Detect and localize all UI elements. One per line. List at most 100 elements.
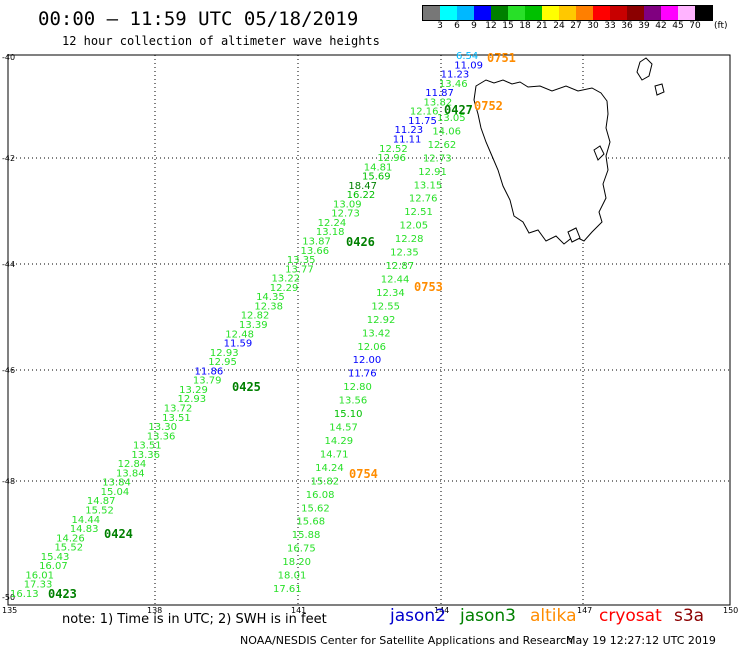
legend-swatch [661, 6, 678, 20]
wave-height-label: 12.84 [118, 459, 147, 470]
wave-height-label: 12.87 [385, 261, 414, 272]
wave-height-label: 14.26 [56, 533, 85, 544]
wave-height-label: 11.23 [441, 70, 470, 81]
island-outline [593, 145, 605, 161]
color-scale-ticks: 3 6 9 12 15 18 21 24 27 30 33 36 39 42 45 70 [422, 21, 722, 33]
legend-altika: altika [530, 606, 577, 626]
wave-height-label: 14.81 [364, 162, 393, 173]
wave-height-label: 15.10 [334, 409, 363, 420]
wave-height-label: 6.54 [456, 51, 478, 62]
pass-time-label: 0427 [444, 103, 473, 117]
legend-swatch [559, 6, 576, 20]
wave-height-label: 11.59 [224, 339, 253, 350]
wave-height-label: 12.76 [409, 194, 438, 205]
lon-label: 138 [147, 606, 162, 615]
wave-height-label: 12.62 [428, 140, 457, 151]
wave-height-label: 15.43 [41, 552, 70, 563]
wave-height-label: 14.57 [329, 423, 358, 434]
legend-swatch [474, 6, 491, 20]
lon-label: 144 [434, 606, 449, 615]
lon-label: 150 [723, 606, 738, 615]
legend-swatch [678, 6, 695, 20]
wave-height-label: 12.73 [423, 153, 452, 164]
legend-swatch [508, 6, 525, 20]
wave-height-label: 11.09 [454, 60, 483, 71]
wave-height-label: 12.95 [208, 357, 237, 368]
lat-label: -46 [2, 366, 15, 375]
wave-height-label: 13.36 [147, 431, 176, 442]
wave-height-label: 12.96 [377, 153, 406, 164]
wave-height-label: 14.35 [256, 292, 285, 303]
wave-height-label: 12.48 [225, 329, 254, 340]
wave-height-label: 14.06 [432, 126, 461, 137]
legend-tick-label: 12 [485, 21, 497, 31]
wave-height-label: 14.44 [72, 515, 101, 526]
wave-height-label: 14.87 [87, 496, 116, 507]
wave-height-label: 12.00 [353, 355, 382, 366]
wave-height-label: 11.23 [394, 125, 423, 136]
pass-time-label: 0754 [349, 467, 378, 481]
wave-height-label: 13.05 [437, 113, 466, 124]
wave-height-label: 13.18 [316, 227, 345, 238]
wave-height-label: 12.38 [254, 301, 283, 312]
wave-height-label: 13.29 [179, 385, 208, 396]
lon-label: 147 [577, 606, 592, 615]
wave-height-label: 13.84 [102, 478, 131, 489]
legend-tick-label: 70 [689, 21, 701, 31]
pass-time-label: 0425 [232, 380, 261, 394]
wave-height-label: 17.33 [24, 580, 53, 591]
wave-height-label: 18.20 [282, 557, 311, 568]
legend-tick-label: 36 [621, 21, 633, 31]
legend-tick-label: 6 [454, 21, 460, 31]
legend-tick-label: 18 [519, 21, 531, 31]
wave-height-label: 15.82 [310, 476, 339, 487]
wave-height-label: 13.72 [164, 403, 193, 414]
tasmania-coastline [473, 79, 611, 245]
map-frame [7, 54, 731, 606]
wave-height-label: 13.79 [193, 376, 222, 387]
pass-time-label: 0426 [346, 235, 375, 249]
wave-height-label: 15.62 [301, 503, 330, 514]
wave-height-label: 12.93 [210, 348, 239, 359]
legend-swatch [440, 6, 457, 20]
wave-height-label: 12.51 [404, 207, 433, 218]
wave-height-label: 13.87 [302, 237, 331, 248]
wave-height-label: 11.75 [408, 116, 437, 127]
wave-height-label: 13.09 [333, 199, 362, 210]
notes-text: note: 1) Time is in UTC; 2) SWH is in fe… [62, 612, 327, 627]
wave-height-label: 17.61 [273, 584, 302, 595]
legend-swatch [457, 6, 474, 20]
legend-swatch [610, 6, 627, 20]
wave-height-label: 11.86 [195, 366, 224, 377]
wave-height-label: 12.29 [270, 283, 299, 294]
wave-height-label: 14.83 [70, 524, 99, 535]
wave-height-label: 15.52 [85, 506, 114, 517]
pass-time-label: 0753 [414, 280, 443, 294]
legend-tick-label: 39 [638, 21, 650, 31]
wave-height-label: 13.66 [301, 246, 330, 257]
legend-tick-label: 15 [502, 21, 514, 31]
legend-tick-label: 45 [672, 21, 684, 31]
pass-time-label: 0423 [48, 587, 77, 601]
legend-swatch [576, 6, 593, 20]
wave-height-label: 13.42 [362, 328, 391, 339]
wave-height-label: 16.08 [306, 490, 335, 501]
wave-height-label: 18.01 [278, 571, 307, 582]
wave-height-label: 12.93 [177, 394, 206, 405]
lon-label: 141 [291, 606, 306, 615]
wave-height-label: 16.22 [347, 190, 376, 201]
wave-height-label: 12.92 [367, 315, 396, 326]
wave-height-label: 14.71 [320, 449, 349, 460]
wave-height-label: 12.34 [376, 288, 405, 299]
pass-time-label: 0424 [104, 527, 133, 541]
wave-height-label: 12.35 [390, 248, 419, 259]
lon-label: 135 [2, 606, 17, 615]
wave-height-label: 13.36 [131, 450, 160, 461]
legend-tick-label: 21 [536, 21, 548, 31]
wave-height-label: 13.82 [424, 97, 453, 108]
wave-height-label: 12.82 [241, 311, 270, 322]
wave-height-label: 13.56 [339, 396, 368, 407]
wave-height-label: 13.22 [271, 274, 300, 285]
wave-height-label: 18.47 [348, 181, 377, 192]
wave-height-label: 13.77 [285, 264, 314, 275]
